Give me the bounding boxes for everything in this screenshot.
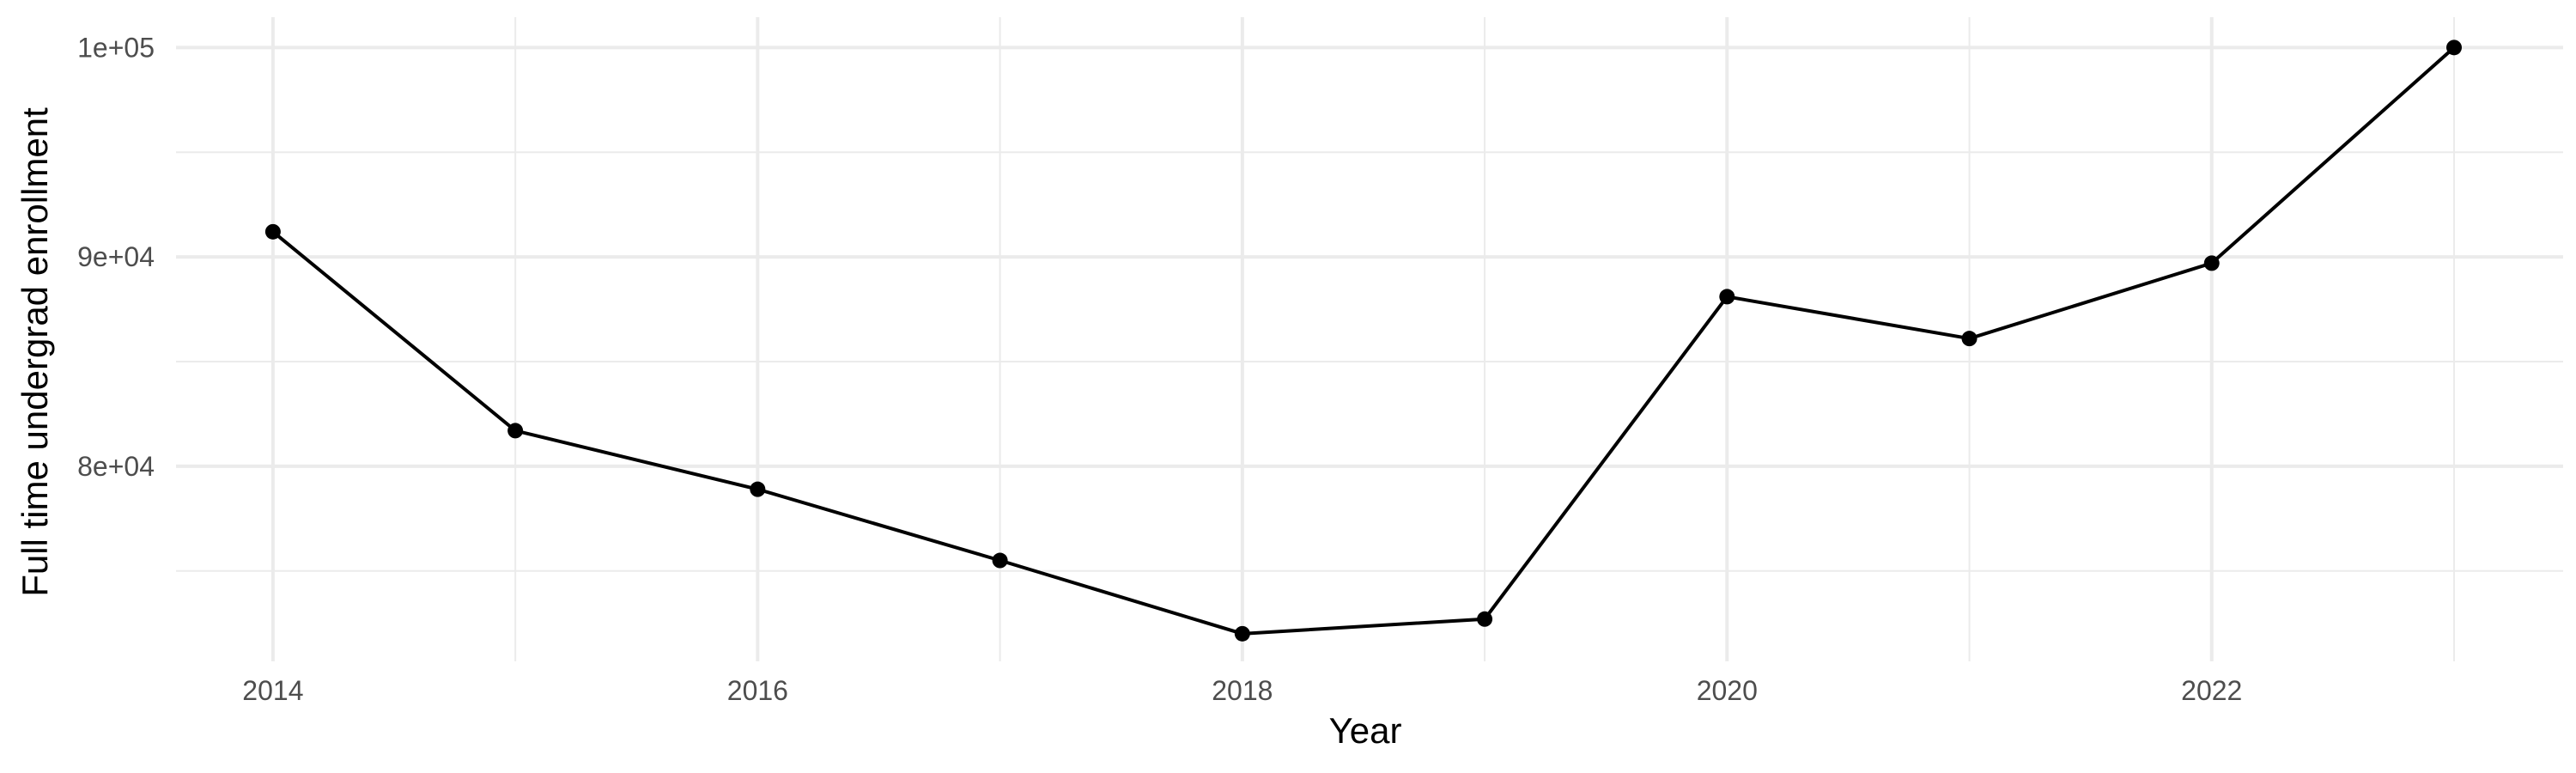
data-series (264, 40, 2462, 642)
y-tick-label: 9e+04 (77, 241, 155, 272)
data-point (1477, 611, 1493, 627)
series-line (271, 46, 2456, 636)
data-point (507, 423, 524, 439)
x-tick-label: 2016 (727, 675, 788, 706)
data-point (264, 223, 281, 240)
y-tick-label: 1e+05 (77, 32, 155, 63)
axis-labels: 8e+04 9e+04 1e+05 2014 2016 2018 2020 2022 (77, 32, 2242, 706)
data-point (2445, 40, 2462, 56)
data-point (992, 552, 1008, 569)
x-tick-label: 2014 (242, 675, 303, 706)
y-axis-title: Full time undergrad enrollment (15, 107, 55, 597)
x-tick-label: 2018 (1212, 675, 1273, 706)
data-point (1719, 289, 1735, 305)
data-point (1234, 625, 1250, 642)
x-axis-title: Year (1329, 710, 1402, 751)
x-tick-label: 2020 (1697, 675, 1758, 706)
x-tick-label: 2022 (2181, 675, 2242, 706)
grid-lines (176, 17, 2563, 661)
y-tick-label: 8e+04 (77, 451, 155, 482)
data-point (1961, 331, 1978, 347)
data-point (2203, 255, 2220, 271)
data-point (750, 481, 766, 497)
